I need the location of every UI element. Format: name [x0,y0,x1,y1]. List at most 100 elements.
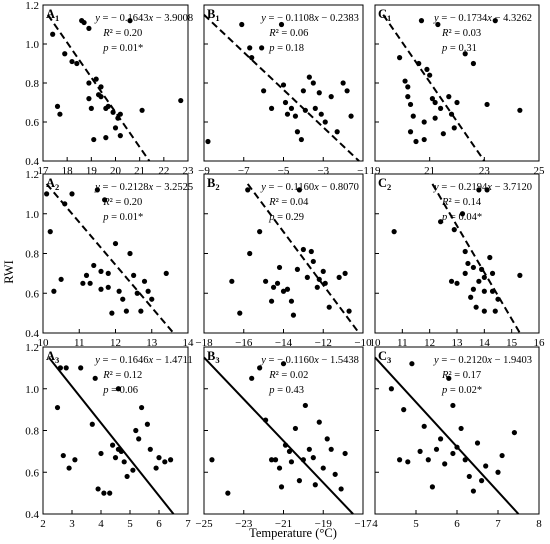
x-tick-label: 2 [40,518,46,530]
data-point [83,272,90,278]
data-point [425,457,431,463]
x-tick-label: −21 [275,518,292,530]
x-tick-label: 10 [38,337,50,349]
x-axis-title: Temperature (°C) [249,526,337,540]
data-point [462,51,468,57]
data-point [481,274,487,280]
data-point [127,250,133,257]
data-point [416,60,422,67]
r-squared: R² = 0.17 [441,370,481,381]
r-squared: R² = 0.20 [102,28,142,39]
r-squared: R² = 0.06 [268,28,308,39]
data-point [407,129,414,135]
x-tick-label: −12 [315,337,332,349]
data-point [270,284,277,290]
data-point [117,111,123,117]
data-point [310,258,316,265]
data-point [63,365,69,371]
data-point [466,473,472,480]
data-point [338,486,344,492]
data-point [322,280,328,286]
data-point [288,105,295,111]
data-point [450,402,456,409]
p-value: p = 0.01* [102,43,143,54]
data-point [225,490,231,496]
data-point [320,465,326,471]
y-tick-label: 1.2 [25,0,39,12]
data-point [237,310,243,316]
data-point [98,84,104,90]
data-point [300,246,306,253]
data-point [134,290,140,296]
data-point [112,455,119,461]
data-point [58,276,64,282]
data-point [409,361,415,367]
data-point [470,286,476,292]
x-tick-label: 19 [370,165,382,177]
data-point [86,25,92,31]
data-point [438,436,444,442]
regression-line [246,183,360,334]
data-point [282,442,289,448]
data-point [54,103,61,109]
data-point [492,308,498,314]
data-point [101,490,107,496]
data-point [257,365,263,371]
x-tick-label: 8 [536,518,542,530]
data-point [462,270,468,276]
data-point [268,105,275,111]
data-point [487,254,493,261]
x-tick-label: 6 [156,518,162,530]
data-point [342,450,348,457]
data-point [98,286,104,292]
data-point [440,131,446,137]
panel-A3: 2 3 4 5 6 7 0.4 0.6 0.8 1.0 1.2 A3 y = − 0.1646x − 1… [25,342,193,530]
data-point [427,72,433,78]
data-point [448,111,455,117]
data-point [429,484,435,490]
data-point [288,459,295,465]
data-point [298,136,304,143]
y-tick-label: 1.0 [25,384,39,396]
data-point [316,419,322,425]
data-point [292,113,299,119]
panel-A1: 17 18 19 20 21 22 23 0.4 0.6 0.8 1.0 1.2 A1 y = − 0.1… [25,0,194,177]
data-point [117,133,123,139]
y-tick-label: 1.2 [25,342,39,354]
data-point [421,136,427,143]
panel-C3: 4 5 6 7 8 C3 y = − 0.2120x − 1.9403 R² = 0.17 p … [372,346,542,530]
data-point [144,421,150,427]
regression-line [47,14,151,162]
data-point [429,96,435,102]
data-point [473,304,479,310]
x-tick-label: −18 [195,337,213,349]
data-point [468,294,474,300]
data-point [306,74,312,80]
data-point [51,288,57,294]
data-point [288,298,295,304]
data-point [263,278,269,284]
data-point [462,248,468,255]
regression-line [374,356,520,515]
data-point [280,361,287,367]
data-point [62,201,68,207]
r-squared: R² = 0.04 [268,197,309,208]
x-tick-label: −16 [235,337,253,349]
data-point [511,429,517,436]
data-point [454,280,460,286]
data-point [432,115,438,121]
r-squared: R² = 0.14 [441,197,482,208]
panel-label: A3 [46,349,59,365]
data-point [62,51,68,57]
data-point [314,284,320,290]
data-point [74,60,80,67]
x-tick-label: 14 [183,337,195,349]
fit-equation: y = − 0.1643x − 3.9008 [94,13,193,24]
data-point [86,80,92,86]
data-point [168,457,174,463]
x-tick-label: 17 [38,165,50,177]
data-point [435,21,441,28]
data-point [451,227,457,233]
r-squared: R² = 0.02 [268,370,308,381]
regression-line [382,14,486,162]
